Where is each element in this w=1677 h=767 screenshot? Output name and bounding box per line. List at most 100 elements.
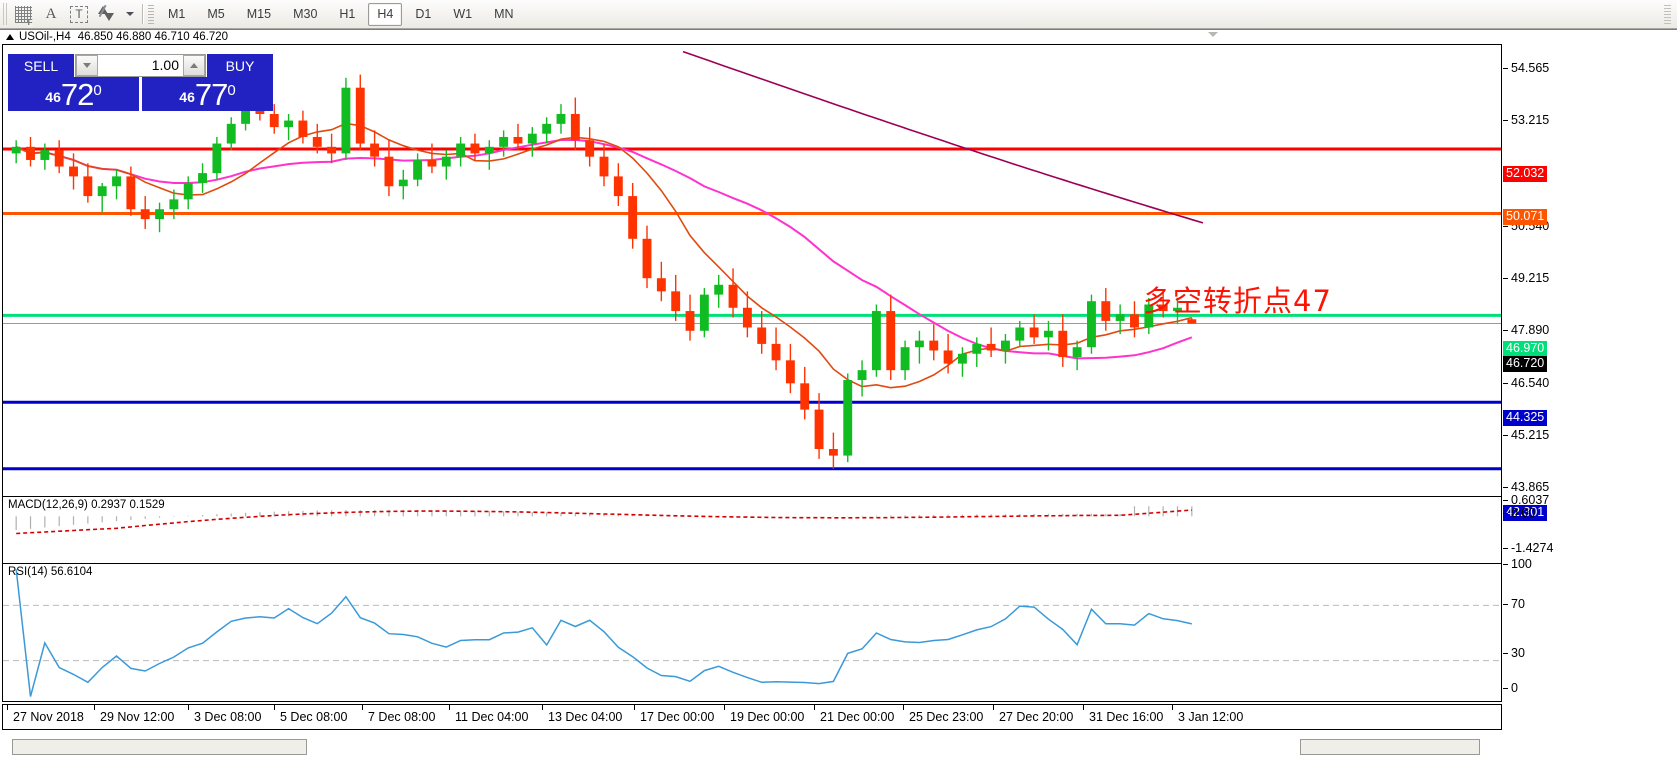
chart-annotation-text: 多空转折点47 xyxy=(1143,284,1332,318)
objects-dropdown-button[interactable] xyxy=(122,2,136,26)
objects-icon[interactable] xyxy=(94,2,120,26)
text-box-icon[interactable]: T xyxy=(66,2,92,26)
ma-long-line xyxy=(682,50,1204,224)
candle-body xyxy=(83,176,93,197)
candle-body xyxy=(871,311,881,371)
timeframe-mn[interactable]: MN xyxy=(494,7,514,21)
candle-body xyxy=(112,176,121,187)
timeframe-group-handle[interactable] xyxy=(148,4,154,24)
candle-body xyxy=(814,409,824,450)
support-42301[interactable]: 42.301 xyxy=(1503,505,1548,521)
candle-body xyxy=(699,294,709,331)
toolbar-separator xyxy=(142,4,143,24)
candle-body xyxy=(570,113,580,141)
resistance-50071[interactable]: 50.071 xyxy=(1503,209,1548,225)
timeframe-h4[interactable]: H4 xyxy=(368,2,403,26)
current-price-46720[interactable]: 46.720 xyxy=(1503,356,1548,372)
candle-body xyxy=(183,182,193,200)
buy-price-display[interactable]: 46 77 0 xyxy=(142,77,273,111)
candle-body xyxy=(613,176,623,197)
candle-body xyxy=(370,143,380,157)
toolbar-drag-handle[interactable] xyxy=(2,3,9,25)
candle-body xyxy=(986,343,996,351)
candle-body xyxy=(26,146,35,160)
time-tick xyxy=(542,705,543,710)
chart-symbol-label: USOil-,H4 xyxy=(19,31,71,43)
price-pane[interactable]: 多空转折点47 xyxy=(3,45,1501,495)
volume-increment-button[interactable] xyxy=(183,55,205,76)
time-label: 27 Dec 20:00 xyxy=(999,710,1074,724)
level-46970[interactable]: 46.970 xyxy=(1503,341,1548,357)
chart-tab-right[interactable] xyxy=(1300,739,1480,755)
timeframe-w1[interactable]: W1 xyxy=(453,7,473,21)
timeframe-h1[interactable]: H1 xyxy=(339,7,356,21)
volume-stepper[interactable]: 1.00 xyxy=(75,54,206,77)
one-click-trading-panel[interactable]: SELL 1.00 BUY 46 72 0 46 77 0 xyxy=(8,54,273,111)
rsi-tick-30: 30 xyxy=(1503,646,1525,660)
candle-body xyxy=(1001,340,1010,351)
candle-body xyxy=(54,150,64,167)
volume-input[interactable]: 1.00 xyxy=(98,55,183,76)
time-axis[interactable]: 27 Nov 2018 29 Nov 12:00 3 Dec 08:00 5 Dec … xyxy=(2,704,1502,730)
sell-price-main: 72 xyxy=(60,77,94,112)
candle-body xyxy=(169,199,179,210)
price-tick-47-890: 47.890 xyxy=(1503,323,1549,337)
candle-body xyxy=(556,113,566,124)
time-tick xyxy=(274,705,275,710)
candle-body xyxy=(527,133,537,144)
caret-up-icon xyxy=(190,63,198,68)
candle-body xyxy=(886,311,896,371)
candle-body xyxy=(943,350,953,364)
candlestick-chart xyxy=(3,50,1501,471)
sell-button[interactable]: SELL xyxy=(8,54,74,77)
rsi-tick-100: 100 xyxy=(1503,557,1532,571)
toolbar-right-handle[interactable] xyxy=(1664,4,1671,24)
candle-body xyxy=(542,123,552,134)
trade-panel-top-row: SELL 1.00 BUY xyxy=(8,54,273,77)
time-tick xyxy=(449,705,450,710)
macd-pane[interactable]: MACD(12,26,9) 0.2937 0.1529 xyxy=(3,496,1501,562)
chart-tab-left[interactable] xyxy=(12,739,307,755)
collapse-triangle-icon[interactable] xyxy=(6,34,14,40)
candle-body xyxy=(198,173,207,183)
timeframe-d1[interactable]: D1 xyxy=(415,7,432,21)
time-tick xyxy=(362,705,363,710)
time-label: 27 Nov 2018 xyxy=(13,710,84,724)
time-tick xyxy=(188,705,189,710)
ma-fast-line xyxy=(15,122,1193,389)
crosshair-cursor-icon[interactable] xyxy=(10,2,36,27)
timeframe-m5[interactable]: M5 xyxy=(207,7,225,21)
chart-titlebar: USOil-,H4 46.850 46.880 46.710 46.720 xyxy=(0,30,1677,44)
time-label: 29 Nov 12:00 xyxy=(100,710,175,724)
sell-price-prefix: 46 xyxy=(45,89,61,105)
price-tick-43-865: 43.865 xyxy=(1503,480,1549,494)
candle-body xyxy=(1044,330,1053,338)
timeframe-m1[interactable]: M1 xyxy=(168,7,186,21)
resistance-52032[interactable]: 52.032 xyxy=(1503,166,1548,182)
candle-body xyxy=(628,196,638,239)
buy-button[interactable]: BUY xyxy=(207,54,273,77)
rsi-pane[interactable]: RSI(14) 56.6104 xyxy=(3,563,1501,702)
price-axis[interactable]: 54.565 53.215 50.540 49.215 47.890 46.540 45.2… xyxy=(1503,44,1677,702)
candle-body xyxy=(126,176,136,210)
time-label: 3 Dec 08:00 xyxy=(194,710,262,724)
time-tick xyxy=(94,705,95,710)
time-label: 13 Dec 04:00 xyxy=(548,710,623,724)
timeframe-m15[interactable]: M15 xyxy=(246,7,272,21)
candle-body xyxy=(900,347,910,371)
price-tick-54-565: 54.565 xyxy=(1503,61,1549,75)
bottom-strip xyxy=(0,731,1677,767)
plot-frame[interactable]: 多空转折点47 MACD(12,26,9) 0.2937 0.1529 RSI(… xyxy=(2,44,1502,702)
time-label: 11 Dec 04:00 xyxy=(455,710,529,724)
candle-body xyxy=(441,156,451,167)
candle-body xyxy=(757,327,767,344)
timeframe-m30[interactable]: M30 xyxy=(293,7,318,21)
support-44325[interactable]: 44.325 xyxy=(1503,410,1548,426)
candle-body xyxy=(972,343,982,354)
caret-down-icon xyxy=(83,63,91,68)
candle-body xyxy=(642,238,652,279)
candle-body xyxy=(140,209,150,220)
volume-decrement-button[interactable] xyxy=(76,55,98,76)
text-label-icon[interactable]: A xyxy=(38,2,64,26)
sell-price-display[interactable]: 46 72 0 xyxy=(8,77,139,111)
